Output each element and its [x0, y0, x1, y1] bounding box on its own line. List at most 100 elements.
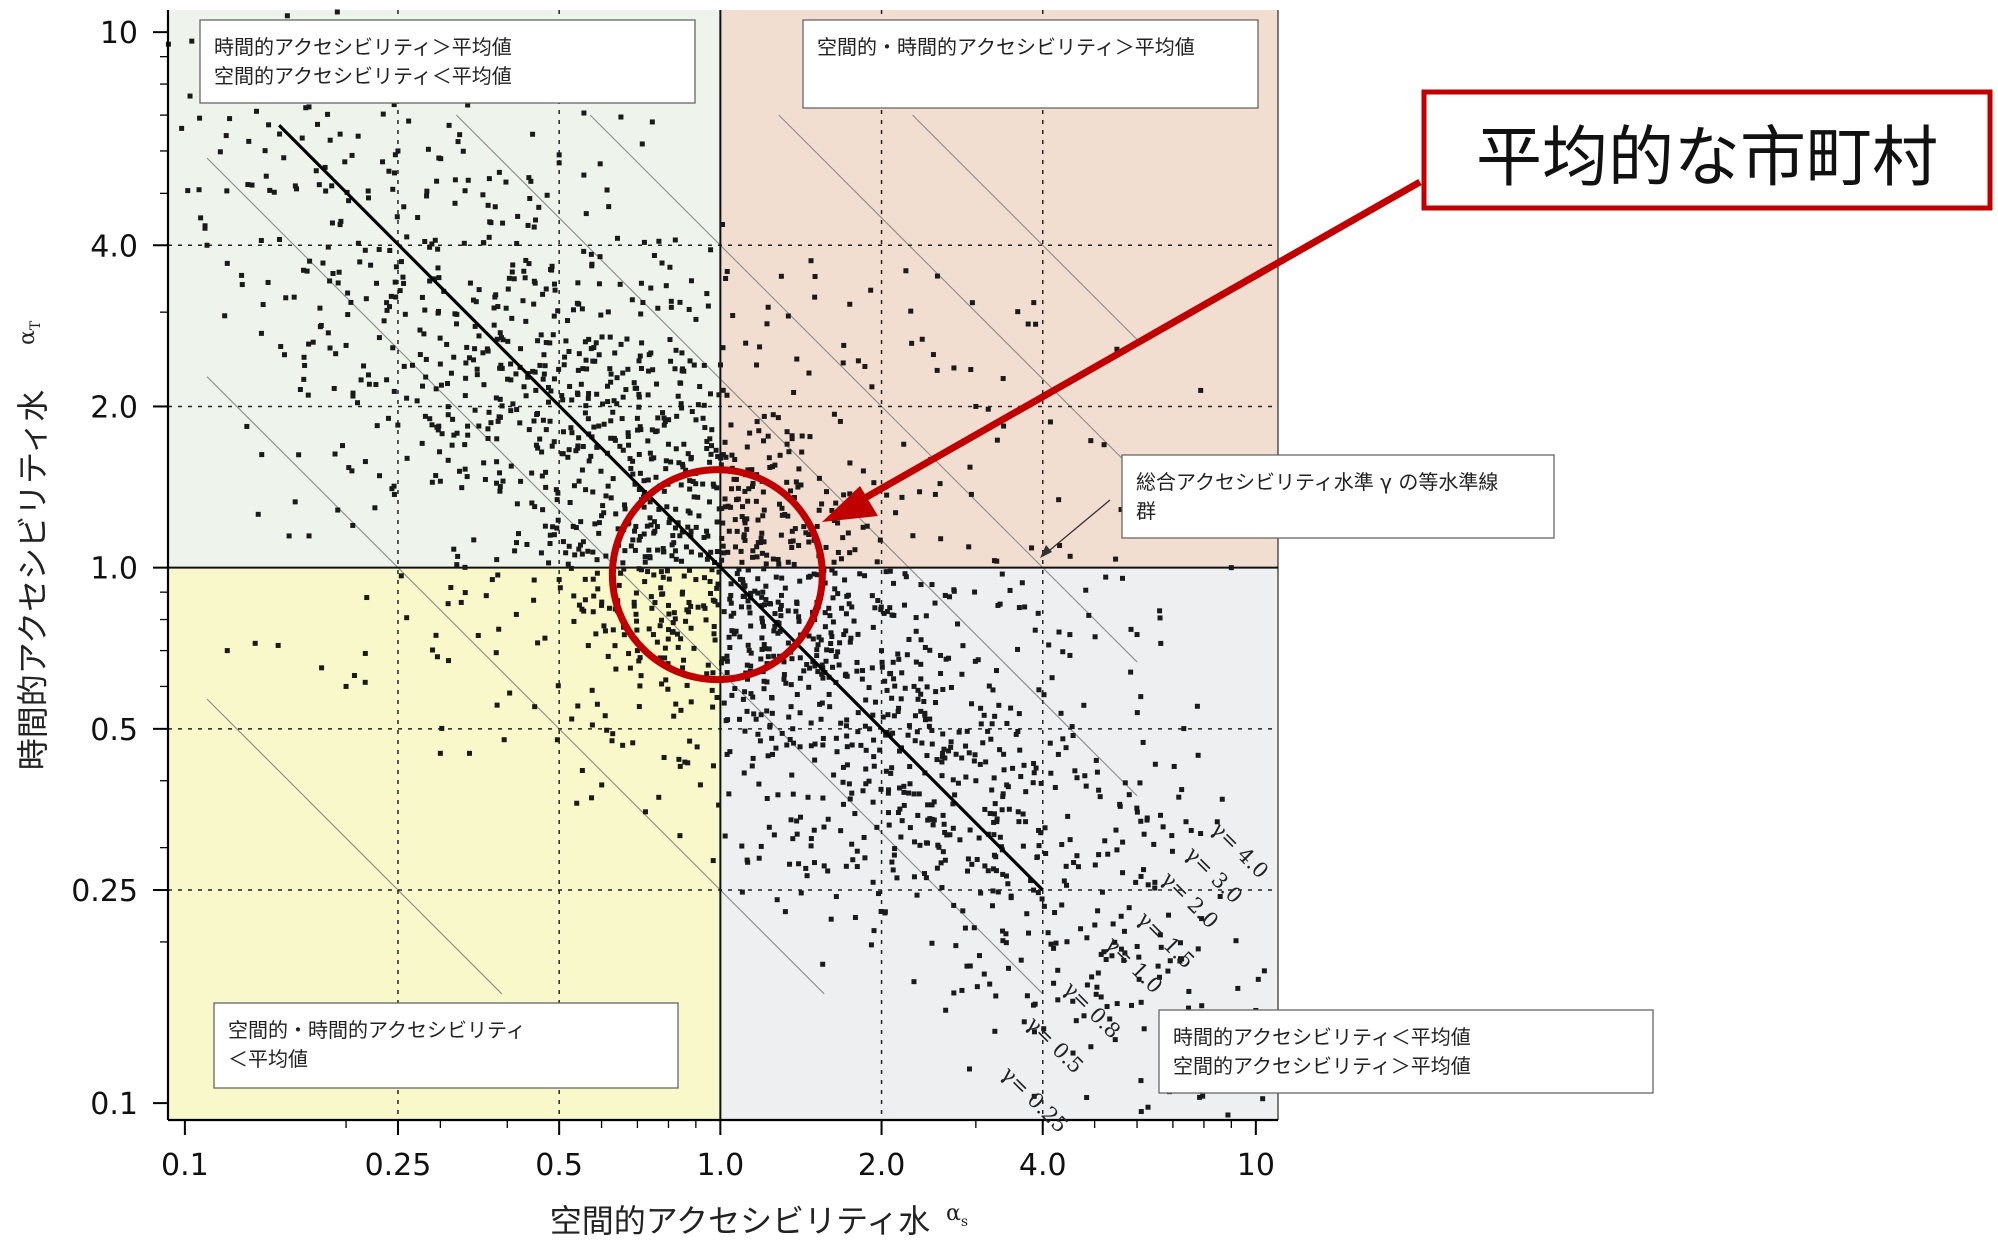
- data-point: [740, 696, 746, 702]
- data-point: [777, 452, 783, 458]
- data-point: [713, 447, 719, 453]
- data-point: [1119, 575, 1125, 581]
- isoline-annotation-box-frame: [1121, 454, 1555, 539]
- data-point: [710, 858, 716, 864]
- data-point: [576, 478, 582, 484]
- data-point: [849, 841, 855, 847]
- data-point: [601, 510, 607, 516]
- data-point: [919, 336, 925, 342]
- data-point: [685, 451, 691, 457]
- data-point: [929, 741, 935, 747]
- data-point: [596, 352, 602, 358]
- data-point: [491, 305, 497, 311]
- data-point: [391, 102, 397, 108]
- data-point: [636, 394, 642, 400]
- data-point: [607, 366, 613, 372]
- data-point: [959, 755, 965, 761]
- data-point: [652, 600, 658, 606]
- data-point: [427, 244, 433, 250]
- data-point: [693, 417, 699, 423]
- callout-arrowhead: [822, 486, 878, 522]
- data-point: [472, 407, 478, 413]
- data-point: [994, 816, 1000, 822]
- data-point: [400, 274, 406, 280]
- data-point: [779, 575, 785, 581]
- data-point: [494, 459, 500, 465]
- data-point: [1179, 787, 1185, 793]
- data-point: [495, 572, 501, 578]
- data-point: [779, 505, 785, 511]
- data-point: [655, 415, 661, 421]
- data-point: [851, 618, 857, 624]
- data-point: [630, 471, 636, 477]
- data-point: [495, 418, 501, 424]
- data-point: [438, 156, 444, 162]
- data-point: [761, 642, 767, 648]
- data-point: [398, 259, 404, 265]
- data-point: [497, 488, 503, 494]
- data-point: [765, 433, 771, 439]
- data-point: [648, 522, 654, 528]
- data-point: [796, 542, 802, 548]
- data-point: [702, 605, 708, 611]
- data-point: [1053, 940, 1059, 946]
- data-point: [485, 435, 491, 441]
- data-point: [752, 588, 758, 594]
- data-point: [671, 610, 677, 616]
- data-point: [891, 713, 897, 719]
- data-point: [798, 482, 804, 488]
- data-point: [1069, 724, 1075, 730]
- data-point: [581, 248, 587, 254]
- data-point: [391, 388, 397, 394]
- data-point: [697, 384, 703, 390]
- data-point: [916, 791, 922, 797]
- data-point: [327, 278, 333, 284]
- data-point: [893, 510, 899, 516]
- data-point: [812, 757, 818, 763]
- data-point: [187, 93, 193, 99]
- data-point: [677, 763, 683, 769]
- data-point: [934, 757, 940, 763]
- data-point: [604, 187, 610, 193]
- data-point: [494, 480, 500, 486]
- data-point: [797, 710, 803, 716]
- data-point: [421, 331, 427, 337]
- data-point: [565, 454, 571, 460]
- data-point: [896, 656, 902, 662]
- data-point: [827, 613, 833, 619]
- data-point: [1160, 824, 1166, 830]
- data-point: [840, 764, 846, 770]
- data-point: [635, 427, 641, 433]
- data-point: [839, 605, 845, 611]
- data-point: [1214, 819, 1220, 825]
- data-point: [342, 159, 348, 165]
- data-point: [625, 366, 631, 372]
- data-point: [903, 268, 909, 274]
- data-point: [464, 474, 470, 480]
- data-point: [636, 391, 642, 397]
- data-point: [619, 416, 625, 422]
- data-point: [653, 429, 659, 435]
- data-point: [723, 454, 729, 460]
- data-point: [956, 729, 962, 735]
- data-point: [1255, 976, 1261, 982]
- data-point: [748, 623, 754, 629]
- data-point: [877, 747, 883, 753]
- data-point: [666, 520, 672, 526]
- data-point: [481, 240, 487, 246]
- data-point: [320, 260, 326, 266]
- data-point: [775, 599, 781, 605]
- data-point: [744, 444, 750, 450]
- data-point: [758, 656, 764, 662]
- data-point: [569, 397, 575, 403]
- data-point: [711, 623, 717, 629]
- data-point: [1024, 911, 1030, 917]
- data-point: [1047, 740, 1053, 746]
- data-point: [281, 155, 287, 161]
- data-point: [785, 313, 791, 319]
- data-point: [582, 339, 588, 345]
- data-point: [933, 689, 939, 695]
- data-point: [586, 391, 592, 397]
- data-point: [631, 599, 637, 605]
- data-point: [654, 381, 660, 387]
